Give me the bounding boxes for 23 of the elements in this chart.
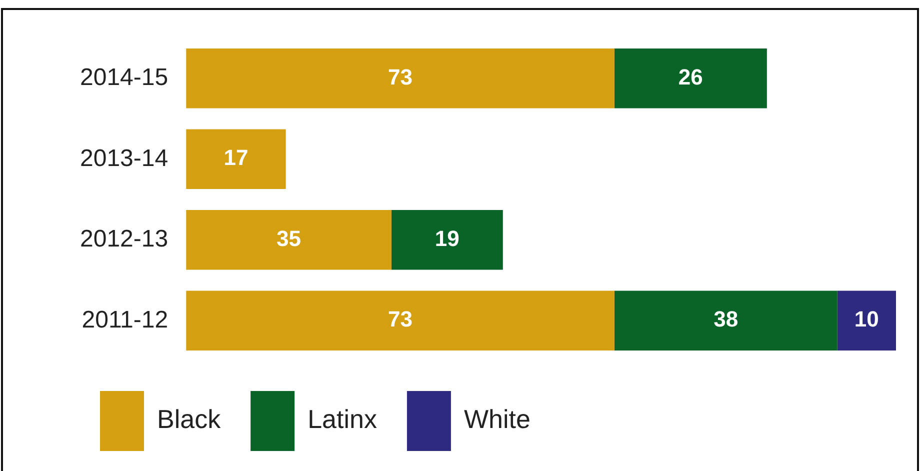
data-label: 38 bbox=[714, 306, 738, 332]
legend-label: Latinx bbox=[308, 404, 377, 434]
data-label: 19 bbox=[434, 226, 460, 251]
data-label: 17 bbox=[224, 145, 248, 170]
y-tick-label: 2012-13 bbox=[80, 226, 168, 252]
data-label: 26 bbox=[678, 64, 703, 90]
bar bbox=[186, 290, 614, 351]
bar bbox=[186, 210, 392, 270]
bar bbox=[186, 129, 286, 190]
data-label: 35 bbox=[276, 226, 301, 251]
legend-label: Black bbox=[157, 404, 222, 434]
bar bbox=[186, 48, 614, 108]
legend-label: White bbox=[464, 404, 530, 434]
y-tick-label: 2011-12 bbox=[82, 306, 168, 334]
data-label: 73 bbox=[388, 306, 412, 332]
data-label: 73 bbox=[388, 64, 412, 90]
bar bbox=[614, 290, 838, 351]
y-tick-label: 2013-14 bbox=[80, 144, 168, 172]
bar bbox=[837, 290, 896, 351]
bar bbox=[614, 48, 767, 108]
y-tick-label: 2014-15 bbox=[80, 64, 168, 91]
data-label: 10 bbox=[854, 306, 879, 332]
bar bbox=[391, 210, 503, 270]
